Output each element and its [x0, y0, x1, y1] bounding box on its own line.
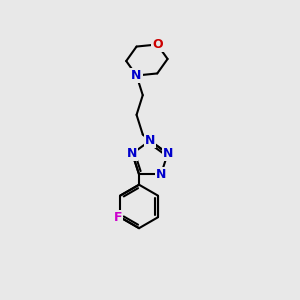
- Text: O: O: [152, 38, 163, 51]
- Text: F: F: [114, 211, 122, 224]
- Text: N: N: [163, 147, 173, 160]
- Text: N: N: [127, 147, 137, 160]
- Text: N: N: [145, 134, 155, 147]
- Text: N: N: [131, 69, 142, 82]
- Text: N: N: [156, 168, 166, 181]
